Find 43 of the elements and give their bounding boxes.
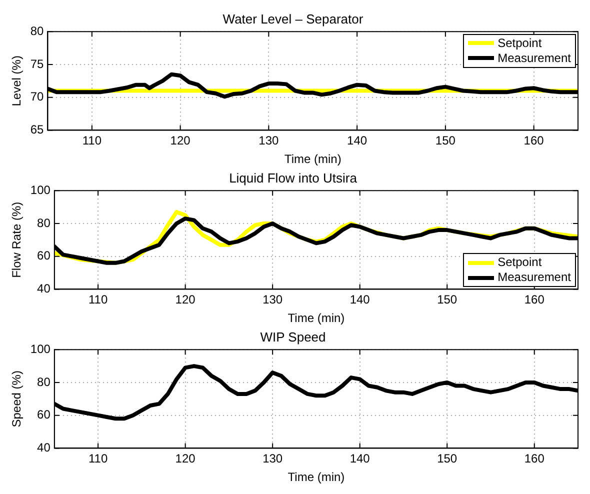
x-tick-label: 120 (170, 134, 191, 148)
x-tick-label: 140 (350, 452, 370, 466)
chart-title: Liquid Flow into Utsira (229, 170, 358, 186)
x-tick-label: 150 (437, 292, 458, 307)
x-tick-label: 140 (350, 292, 370, 307)
x-tick-label: 130 (262, 292, 283, 307)
legend-label: Setpoint (498, 36, 542, 51)
y-tick-label: 40 (37, 440, 51, 455)
y-tick-label: 80 (37, 374, 51, 389)
y-tick-label: 60 (37, 408, 51, 422)
x-tick-label: 150 (437, 452, 458, 466)
x-axis-title: Time (min) (288, 311, 345, 326)
x-tick-label: 110 (88, 292, 108, 307)
chart-title: WIP Speed (260, 329, 326, 344)
y-tick-label: 65 (30, 122, 44, 137)
x-axis-title: Time (min) (284, 152, 342, 166)
x-axis-title: Time (min) (288, 470, 345, 484)
x-tick-label: 140 (347, 134, 368, 148)
x-tick-label: 150 (435, 134, 456, 148)
x-tick-label: 120 (175, 292, 196, 307)
x-tick-label: 110 (88, 452, 108, 466)
x-tick-label: 160 (524, 452, 545, 466)
y-axis-title: Flow Rate (%) (10, 202, 24, 278)
x-tick-label: 130 (258, 134, 280, 148)
legend-label: Measurement (498, 50, 571, 66)
legend-label: Setpoint (498, 255, 542, 270)
y-tick-label: 60 (37, 248, 51, 263)
chart-title: Water Level – Separator (222, 11, 364, 26)
y-tick-label: 100 (30, 342, 51, 356)
y-tick-label: 100 (30, 182, 51, 197)
x-tick-label: 160 (524, 134, 544, 148)
legend-label: Measurement (498, 270, 571, 286)
x-tick-label: 130 (262, 452, 283, 466)
y-tick-label: 80 (30, 24, 44, 38)
x-tick-label: 110 (82, 134, 102, 148)
x-tick-label: 120 (175, 452, 196, 466)
y-tick-label: 75 (30, 56, 44, 71)
x-tick-label: 160 (524, 292, 545, 307)
y-tick-label: 70 (30, 90, 44, 104)
y-tick-label: 80 (37, 216, 51, 230)
y-axis-title: Speed (%) (10, 370, 24, 428)
y-axis-title: Level (%) (10, 56, 24, 106)
y-tick-label: 40 (37, 282, 51, 296)
